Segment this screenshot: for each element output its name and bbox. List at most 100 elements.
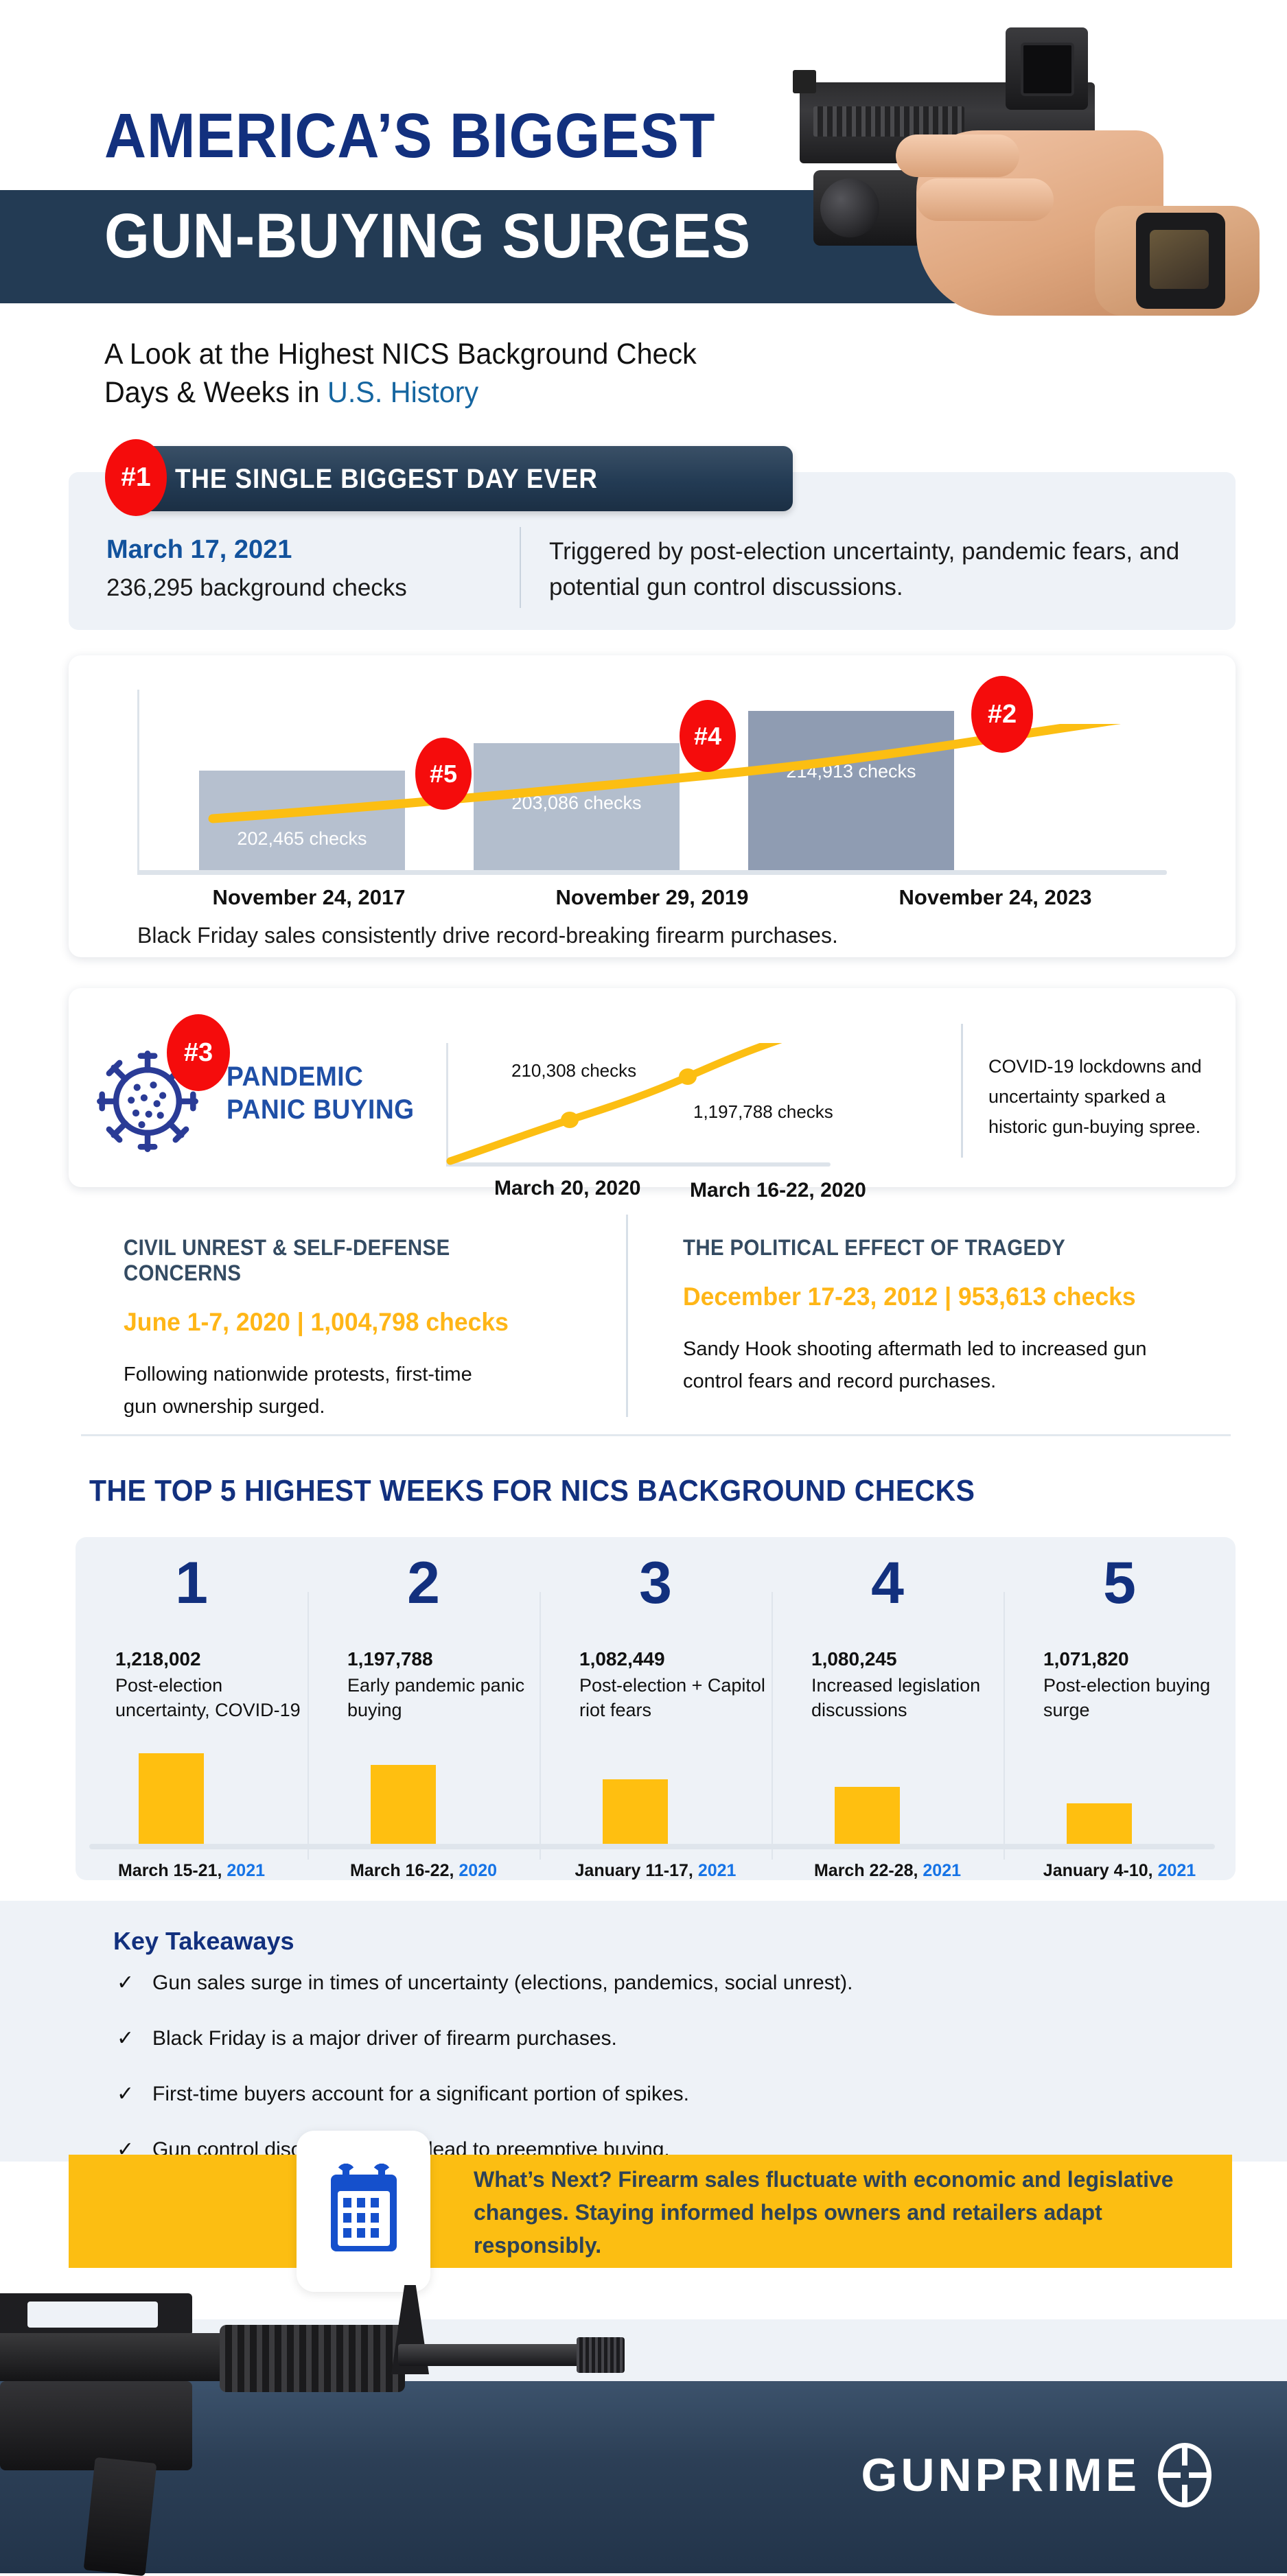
top5-desc-3: Post-election + Capitol riot fears xyxy=(579,1675,765,1720)
top5-column-3: 3 1,082,449 Post-election + Capitol riot… xyxy=(540,1537,772,1880)
top5-date-3-text: January 11-17, xyxy=(575,1861,693,1880)
pandemic-description: COVID-19 lockdowns and uncertainty spark… xyxy=(988,1056,1202,1137)
two-column-divider xyxy=(626,1215,628,1417)
top5-date-labels: March 15-21, 2021 March 16-22, 2020 Janu… xyxy=(76,1861,1236,1881)
pandemic-title-line-2: PANIC BUYING xyxy=(227,1094,415,1125)
top5-date-3: January 11-17, 2021 xyxy=(540,1861,772,1881)
whats-next-text: What’s Next? Firearm sales fluctuate wit… xyxy=(474,2167,1174,2258)
top5-column-1: 1 1,218,002 Post-election uncertainty, C… xyxy=(76,1537,308,1880)
top5-date-4-text: March 22-28, xyxy=(813,1861,918,1880)
single-biggest-day-checks: 236,295 background checks xyxy=(106,574,407,601)
black-friday-bar-2: 203,086 checks xyxy=(474,743,680,870)
brand-name: GUNPRIME xyxy=(861,2449,1140,2501)
top5-number-3: 1,082,449 xyxy=(579,1648,665,1670)
calendar-icon-box xyxy=(297,2131,430,2292)
pandemic-y-axis xyxy=(446,1043,448,1167)
top5-date-4-year: 2021 xyxy=(923,1861,962,1880)
column-civil-unrest-stat: June 1-7, 2020 | 1,004,798 checks xyxy=(124,1308,509,1336)
key-takeaways-title: Key Takeaways xyxy=(113,1927,294,1955)
top5-date-2-text: March 16-22, xyxy=(349,1861,454,1880)
subtitle-line-2-plain: Days & Weeks in xyxy=(104,376,328,409)
pandemic-x-axis xyxy=(446,1162,831,1167)
single-biggest-day-heading: THE SINGLE BIGGEST DAY EVER xyxy=(175,464,598,494)
top5-number-5: 1,071,820 xyxy=(1043,1648,1129,1670)
list-item: ✓ First-time buyers account for a signif… xyxy=(117,2082,1187,2107)
black-friday-date-3: November 24, 2023 xyxy=(898,885,1092,909)
top5-date-4: March 22-28, 2021 xyxy=(772,1861,1004,1881)
top5-column-2: 2 1,197,788 Early pandemic panic buying xyxy=(308,1537,540,1880)
rank-badge-3: #3 xyxy=(167,1014,230,1091)
top5-date-5-year: 2021 xyxy=(1157,1861,1196,1880)
black-friday-bar-1-label: 202,465 checks xyxy=(237,828,367,849)
single-biggest-day-divider xyxy=(520,527,521,608)
top5-number-2: 1,197,788 xyxy=(347,1648,433,1670)
subtitle-highlight: U.S. History xyxy=(327,376,479,409)
black-friday-date-labels: November 24, 2017 November 29, 2019 Nove… xyxy=(137,885,1167,910)
black-friday-bar-2-label: 203,086 checks xyxy=(511,793,642,813)
top5-date-1: March 15-21, 2021 xyxy=(76,1861,308,1881)
whats-next-banner xyxy=(69,2155,1232,2268)
top5-rank-4: 4 xyxy=(871,1550,904,1616)
key-takeaway-3: First-time buyers account for a signific… xyxy=(152,2083,689,2105)
list-item: ✓ Black Friday is a major driver of fire… xyxy=(117,2026,1187,2051)
top5-date-1-text: March 15-21, xyxy=(117,1861,222,1880)
pandemic-title-line-1: PANDEMIC xyxy=(227,1062,364,1092)
top5-desc-5: Post-election buying surge xyxy=(1043,1675,1211,1720)
pandemic-point-1-label: 210,308 checks xyxy=(511,1060,637,1081)
column-political-effect-body: Sandy Hook shooting aftermath led to inc… xyxy=(683,1338,1147,1392)
key-takeaway-2: Black Friday is a major driver of firear… xyxy=(152,2027,617,2050)
rank-badge-1: #1 xyxy=(105,439,167,516)
rank-badge-5: #5 xyxy=(415,738,472,810)
single-biggest-day-date: March 17, 2021 xyxy=(106,535,292,564)
title-line-1: AMERICA’S BIGGEST xyxy=(104,101,716,171)
black-friday-y-axis xyxy=(137,690,139,875)
top5-rank-5: 5 xyxy=(1103,1550,1136,1616)
crosshair-icon xyxy=(1158,2443,1211,2507)
column-civil-unrest: CIVIL UNREST & SELF-DEFENSE CONCERNS Jun… xyxy=(124,1235,604,1423)
check-icon: ✓ xyxy=(117,1971,135,1994)
top5-date-2: March 16-22, 2020 xyxy=(308,1861,540,1881)
top5-baseline xyxy=(89,1844,1215,1849)
top5-desc-1: Post-election uncertainty, COVID-19 xyxy=(115,1675,301,1720)
black-friday-bar-3-label: 214,913 checks xyxy=(786,761,916,782)
black-friday-date-1: November 24, 2017 xyxy=(212,885,406,909)
column-political-effect: THE POLITICAL EFFECT OF TRAGEDY December… xyxy=(683,1235,1163,1398)
top5-rank-3: 3 xyxy=(639,1550,672,1616)
rifle-photo xyxy=(0,2285,673,2576)
subtitle: A Look at the Highest NICS Background Ch… xyxy=(104,335,829,412)
column-civil-unrest-title: CIVIL UNREST & SELF-DEFENSE CONCERNS xyxy=(124,1235,450,1285)
pandemic-point-1-date: March 20, 2020 xyxy=(494,1177,641,1199)
single-biggest-day-stats: March 17, 2021 236,295 background checks xyxy=(106,535,491,602)
calendar-icon xyxy=(330,2163,397,2251)
top5-bar-5 xyxy=(1067,1803,1132,1846)
black-friday-card: 202,465 checks 203,086 checks 214,913 ch… xyxy=(69,655,1236,957)
list-item: ✓ Gun sales surge in times of uncertaint… xyxy=(117,1971,1187,1995)
top5-rank-2: 2 xyxy=(407,1550,440,1616)
top5-date-1-year: 2021 xyxy=(227,1861,266,1880)
top5-date-2-year: 2020 xyxy=(459,1861,498,1880)
top5-bar-3 xyxy=(603,1779,668,1846)
black-friday-bar-3: 214,913 checks xyxy=(748,711,954,870)
key-takeaways-background xyxy=(0,1901,1287,2162)
top5-title: THE TOP 5 HIGHEST WEEKS FOR NICS BACKGRO… xyxy=(89,1474,975,1508)
key-takeaway-1: Gun sales surge in times of uncertainty … xyxy=(152,1971,853,1994)
brand-logo: GUNPRIME xyxy=(861,2443,1211,2507)
single-biggest-day-description: Triggered by post-election uncertainty, … xyxy=(549,538,1180,600)
top5-rank-1: 1 xyxy=(175,1550,208,1616)
single-biggest-day-header-bar: THE SINGLE BIGGEST DAY EVER xyxy=(130,446,793,511)
top5-column-5: 5 1,071,820 Post-election buying surge xyxy=(1004,1537,1236,1880)
check-icon: ✓ xyxy=(117,2083,135,2105)
pandemic-divider xyxy=(961,1024,963,1158)
column-civil-unrest-body: Following nationwide protests, first-tim… xyxy=(124,1363,472,1418)
column-political-effect-stat: December 17-23, 2012 | 953,613 checks xyxy=(683,1283,1136,1311)
top5-bar-4 xyxy=(835,1787,900,1846)
top5-number-4: 1,080,245 xyxy=(811,1648,897,1670)
pandemic-point-2-label: 1,197,788 checks xyxy=(693,1101,833,1122)
top5-date-3-year: 2021 xyxy=(697,1861,737,1880)
top5-desc-4: Increased legislation discussions xyxy=(811,1675,981,1720)
top5-desc-2: Early pandemic panic buying xyxy=(347,1675,525,1720)
pandemic-chart xyxy=(446,1043,831,1167)
pandemic-point-2-date: March 16-22, 2020 xyxy=(690,1179,866,1202)
pandemic-title: PANDEMIC PANIC BUYING xyxy=(227,1060,415,1126)
